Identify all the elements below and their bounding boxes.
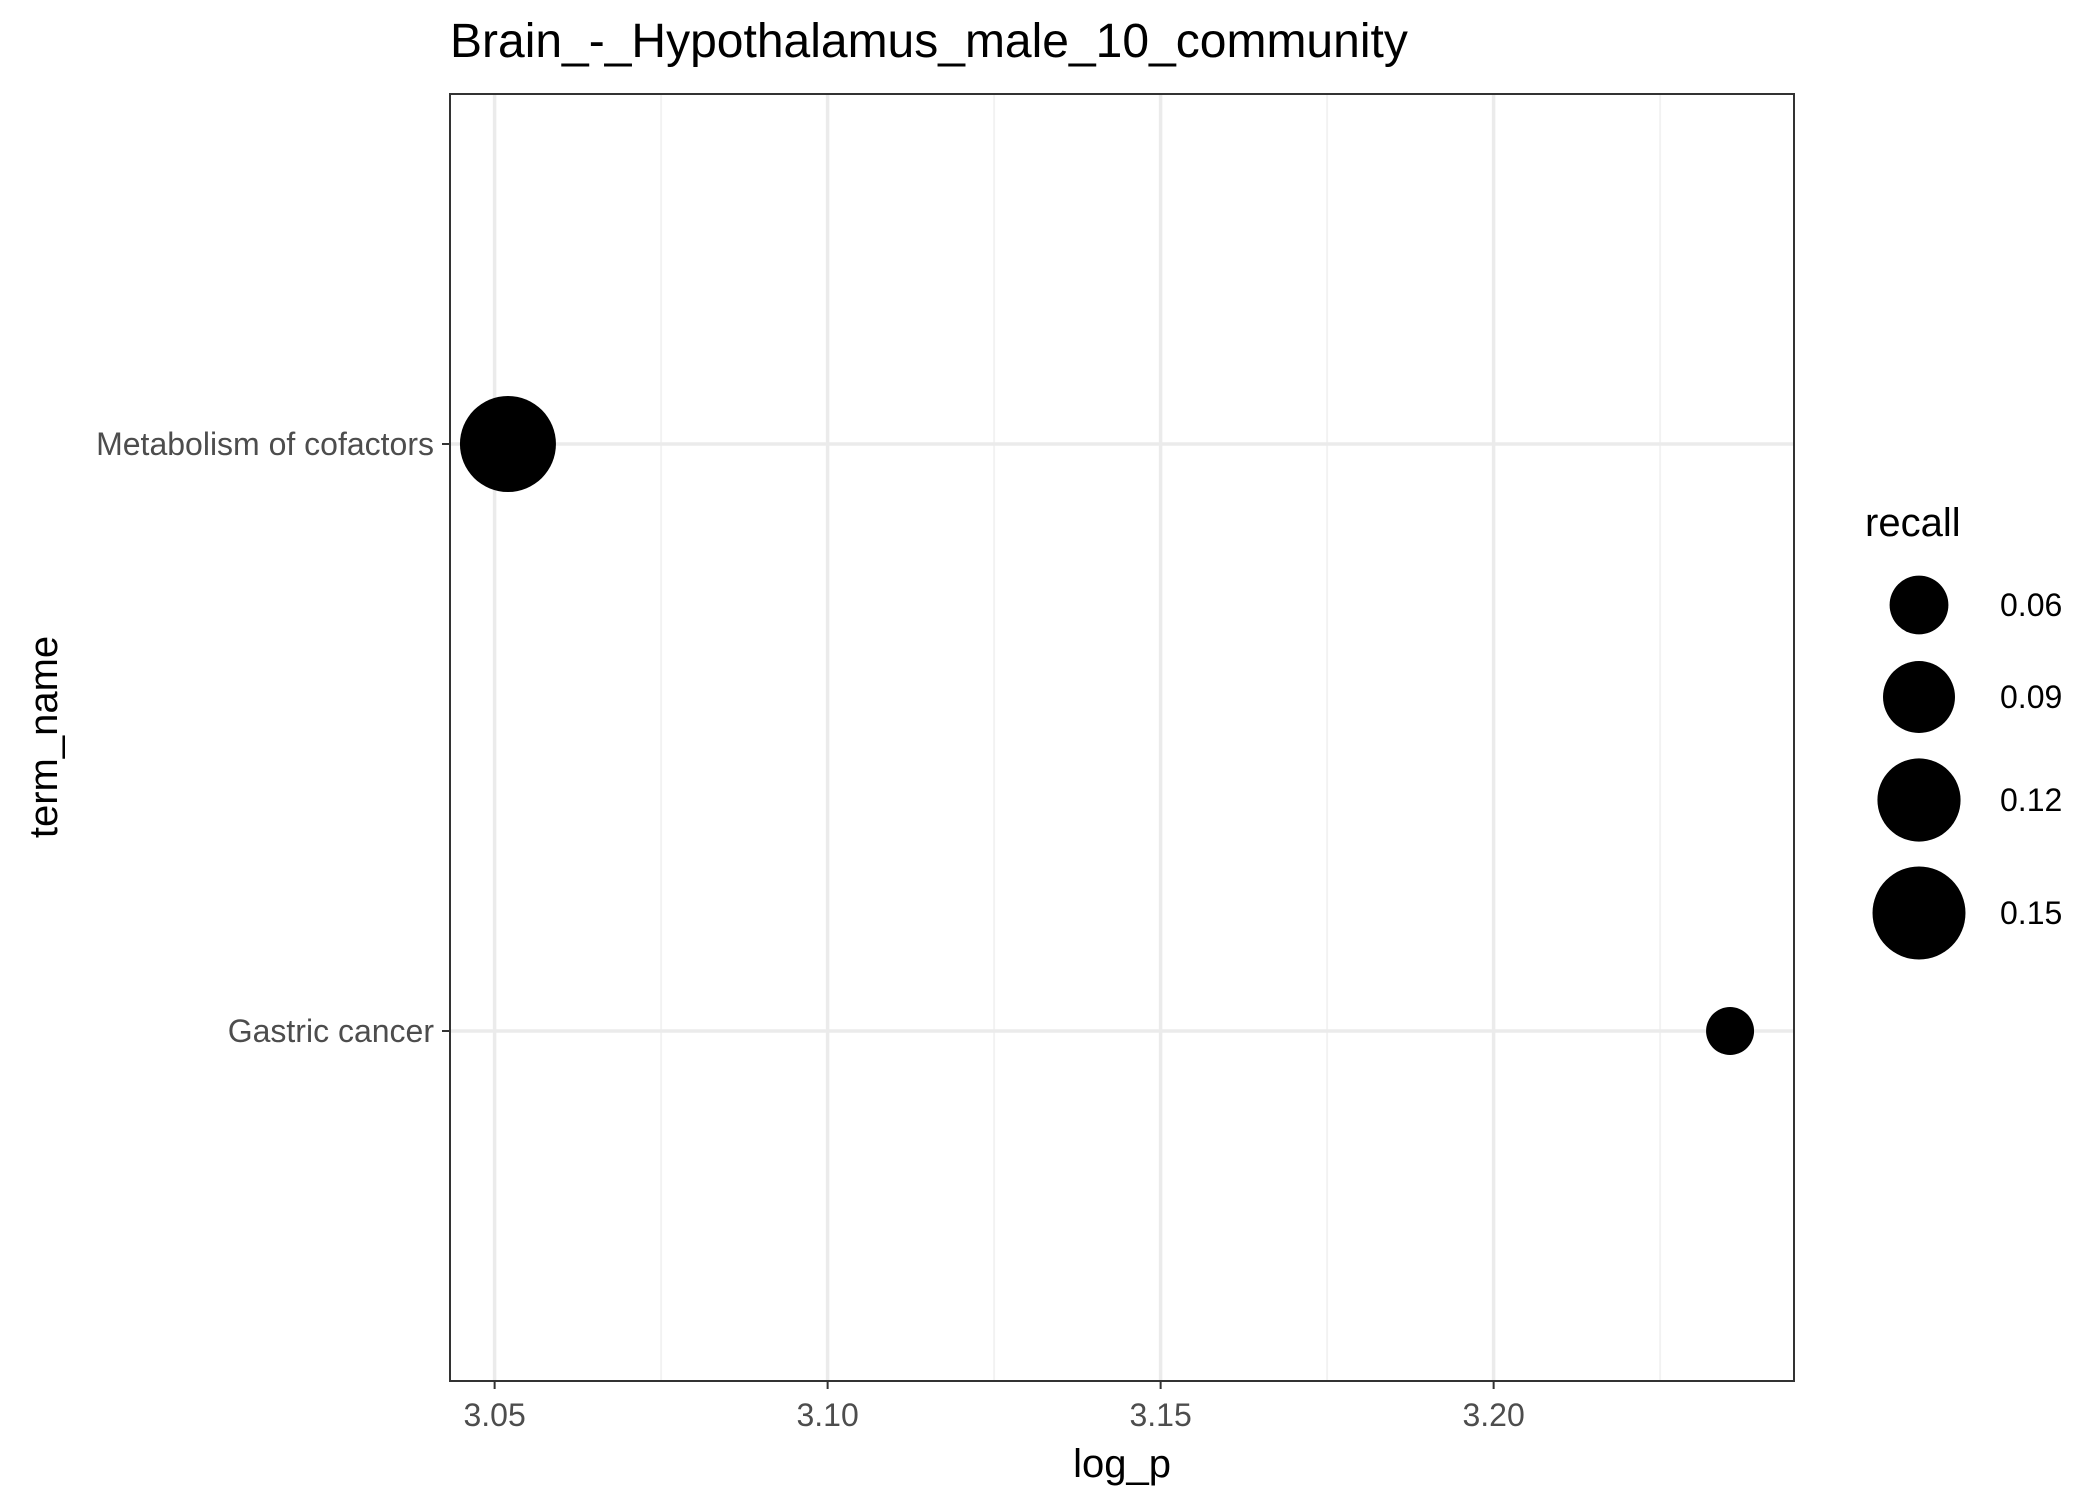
y-axis-title: term_name: [22, 636, 66, 838]
chart-title: Brain_-_Hypothalamus_male_10_community: [450, 15, 1408, 68]
legend-key-circle: [1883, 661, 1955, 733]
x-tick-label: 3.20: [1462, 1397, 1524, 1433]
legend-key-circle: [1877, 758, 1961, 842]
y-tick-label: Metabolism of cofactors: [96, 426, 434, 462]
data-points: [459, 396, 1755, 1055]
legend-label: 0.15: [2000, 895, 2062, 931]
panel-background: [450, 94, 1794, 1381]
data-point: [1706, 1007, 1755, 1055]
legend-label: 0.06: [2000, 587, 2062, 623]
data-point: [459, 396, 556, 492]
legend-key-circle: [1872, 866, 1966, 960]
x-tick-label: 3.15: [1129, 1397, 1191, 1433]
panel-border: [449, 93, 1795, 1382]
legend-label: 0.09: [2000, 679, 2062, 715]
x-axis-title: log_p: [1073, 1442, 1171, 1486]
size-legend: recall 0.06 0.09 0.12 0.15: [1865, 501, 2062, 960]
legend-title: recall: [1865, 501, 1961, 545]
plot-panel: [449, 93, 1795, 1382]
x-axis: 3.05 3.10 3.15 3.20: [463, 1381, 1525, 1433]
y-axis: Metabolism of cofactors Gastric cancer: [96, 426, 450, 1049]
legend-key-circle: [1889, 575, 1949, 635]
grid-lines: [450, 94, 1794, 1381]
legend-label: 0.12: [2000, 782, 2062, 818]
x-tick-label: 3.10: [796, 1397, 858, 1433]
x-tick-label: 3.05: [463, 1397, 525, 1433]
y-tick-label: Gastric cancer: [228, 1013, 435, 1049]
